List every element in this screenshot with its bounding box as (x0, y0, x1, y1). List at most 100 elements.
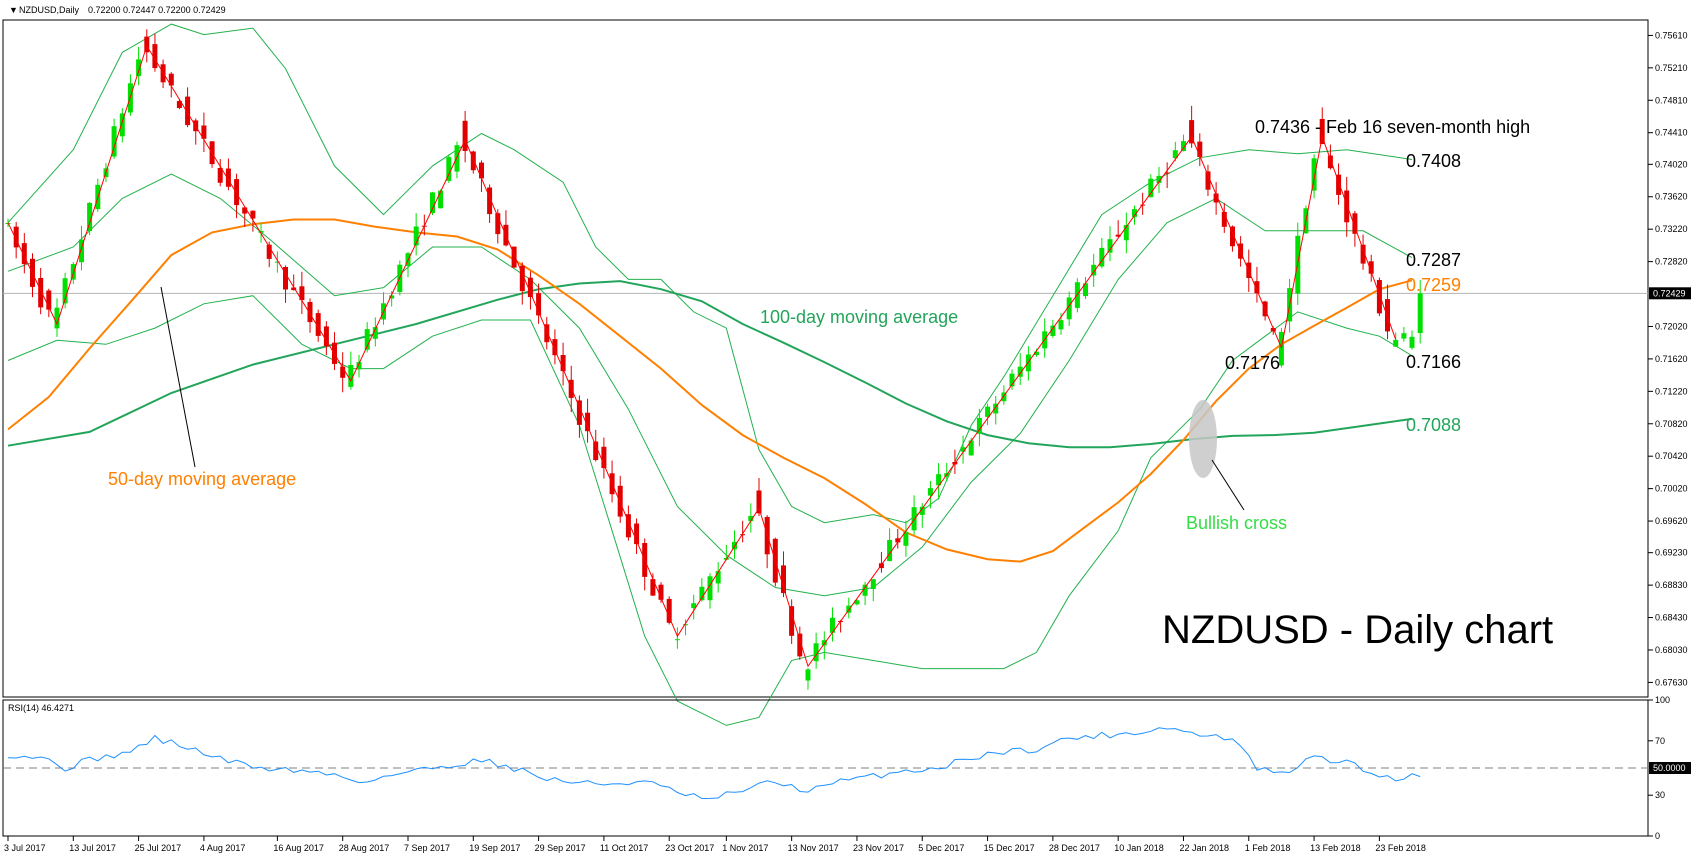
candle (470, 150, 476, 174)
time-tick-label: 28 Dec 2017 (1049, 843, 1100, 853)
time-tick-label: 28 Aug 2017 (339, 843, 390, 853)
candle (356, 354, 362, 378)
time-tick-label: 5 Dec 2017 (918, 843, 964, 853)
time-axis: 3 Jul 2017 13 Jul 2017 25 Jul 2017 4 Aug 20… (4, 836, 1426, 853)
candle-body (1181, 141, 1186, 152)
candle-body (1164, 172, 1170, 174)
candle-body (1156, 175, 1162, 183)
candle-body (21, 243, 27, 265)
candle (242, 207, 248, 227)
bb-upper-value-label: 0.7408 (1406, 151, 1461, 171)
candle (176, 98, 182, 110)
candle-body (152, 44, 158, 69)
candle-body (225, 168, 231, 187)
candle-body (919, 506, 925, 515)
candle-body (168, 73, 174, 86)
candle-body (1197, 141, 1203, 157)
ma50-label-pointer (160, 286, 196, 468)
candle (887, 528, 893, 562)
candle (625, 505, 631, 541)
candle (1205, 164, 1211, 196)
candle-body (389, 295, 395, 299)
candle-body (70, 264, 76, 280)
candle (323, 321, 329, 356)
candle (1230, 225, 1235, 252)
candle-body (454, 145, 460, 172)
candle-body (479, 162, 484, 179)
candle (1083, 276, 1088, 300)
price-tick-label: 0.70420 (1655, 451, 1688, 461)
candle-body (1344, 190, 1350, 223)
time-tick-label: 23 Nov 2017 (853, 843, 904, 853)
candle (1091, 253, 1097, 287)
candle-body (789, 606, 795, 636)
candle (748, 503, 754, 533)
candle-body (993, 403, 999, 414)
time-tick-label: 16 Aug 2017 (273, 843, 324, 853)
candle (527, 271, 533, 310)
candle (1376, 277, 1382, 317)
candle (225, 158, 231, 191)
rsi-tick-label: 50.0000 (1653, 763, 1686, 773)
candle (936, 463, 942, 500)
seven-month-high-label: 0.7436 - Feb 16 seven-month high (1255, 117, 1530, 137)
candle-body (372, 327, 378, 339)
rsi-tick-label: 70 (1655, 736, 1665, 746)
rsi-pane: RSI(14) 46.4271 (2, 699, 1649, 837)
candle (960, 435, 966, 464)
candle-body (666, 598, 672, 623)
candle (1107, 226, 1113, 262)
ma100-value-label: 0.7088 (1406, 415, 1461, 435)
candle-body (985, 406, 991, 417)
candle-body (560, 355, 566, 372)
candle-body (1099, 247, 1105, 267)
candle-body (266, 244, 272, 259)
candle-body (781, 565, 786, 594)
candle (732, 530, 737, 559)
candle-body (46, 290, 52, 310)
candle-body (691, 603, 697, 609)
candle-body (658, 584, 664, 600)
candle (1352, 210, 1358, 247)
candle-body (601, 446, 607, 469)
time-tick-label: 10 Jan 2018 (1114, 843, 1164, 853)
time-tick-label: 11 Oct 2017 (600, 843, 648, 853)
candle (234, 173, 240, 219)
current-price-label: 0.72429 (1653, 288, 1686, 298)
candle-body (242, 207, 248, 214)
bb-upper-line (7, 23, 1413, 524)
candle (1189, 105, 1195, 148)
candle-body (1221, 211, 1227, 227)
candle (560, 342, 566, 386)
swing-low-label: 0.7176 (1225, 353, 1280, 373)
bb-lower-value-label: 0.7166 (1406, 352, 1461, 372)
candle-body (1066, 297, 1072, 320)
candle (617, 475, 623, 523)
candle-body (1360, 244, 1366, 264)
candle (1344, 176, 1350, 237)
candle (413, 213, 419, 256)
candle-body (911, 507, 917, 531)
candle-body (348, 365, 354, 387)
candle-body (927, 488, 933, 496)
candle (1360, 234, 1366, 270)
candle-body (144, 36, 150, 53)
candle-body (1368, 261, 1374, 274)
time-tick-label: 13 Feb 2018 (1310, 843, 1361, 853)
bullish-cross-highlight (1189, 400, 1217, 478)
candle (87, 202, 93, 236)
bb-lower-line (7, 295, 1413, 726)
price-tick-label: 0.72820 (1655, 257, 1688, 267)
candle (119, 108, 125, 143)
candle (544, 317, 550, 350)
candle-body (62, 278, 68, 304)
candle (519, 262, 525, 305)
candle-body (1401, 333, 1407, 339)
candle-body (634, 523, 640, 545)
price-tick-label: 0.75210 (1655, 63, 1688, 73)
candle-body (1254, 281, 1260, 294)
candle (462, 111, 468, 163)
candle-body (1025, 354, 1031, 372)
candle-body (87, 202, 93, 232)
ma50-label: 50-day moving average (108, 469, 296, 489)
